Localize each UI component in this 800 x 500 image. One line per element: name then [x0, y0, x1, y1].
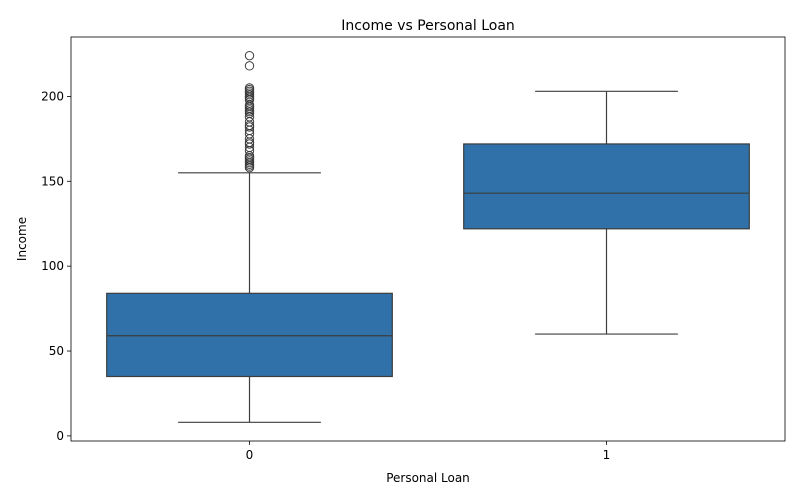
plot-frame: [70, 36, 786, 442]
y-tick-label: 200: [41, 89, 64, 103]
y-tick-label: 0: [56, 429, 64, 443]
y-axis-title: Income: [15, 217, 29, 261]
chart-title: Income vs Personal Loan: [341, 18, 515, 34]
iqr-box: [106, 292, 393, 378]
iqr-box: [463, 143, 750, 230]
x-axis-title: Personal Loan: [386, 471, 470, 485]
box-1: [463, 90, 750, 335]
y-axis: 0 50 100 150 200: [41, 89, 71, 443]
outlier-point: [244, 50, 255, 61]
y-tick-label: 150: [41, 174, 64, 188]
y-tick-label: 50: [49, 344, 64, 358]
outlier-point: [244, 83, 255, 93]
outlier-point: [244, 61, 255, 71]
box-0: [106, 50, 393, 423]
box-group: [106, 50, 750, 423]
x-tick-label: 1: [603, 448, 611, 462]
y-tick-label: 100: [41, 259, 64, 273]
x-tick-label: 0: [246, 448, 254, 462]
